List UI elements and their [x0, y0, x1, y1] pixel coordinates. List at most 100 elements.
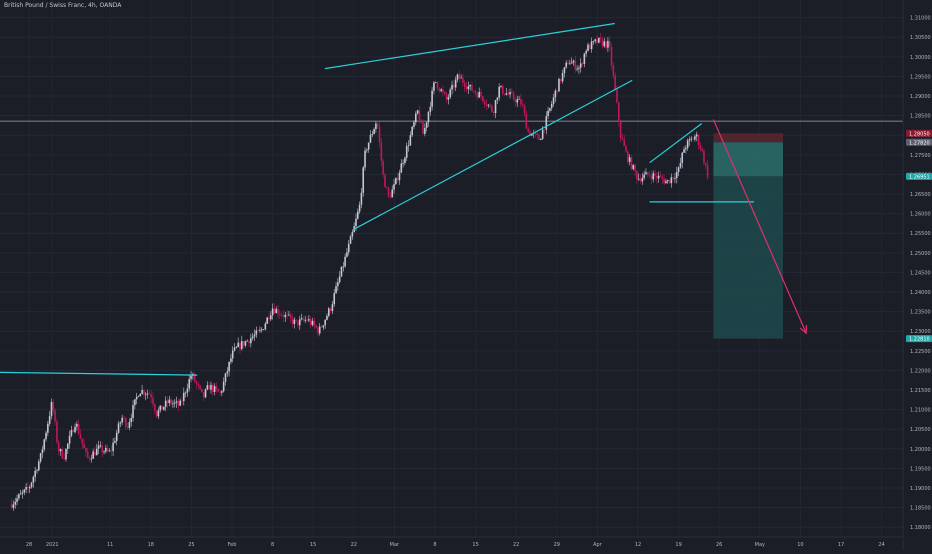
candle-body: [443, 91, 446, 94]
candle-body: [114, 440, 116, 443]
candle-body: [56, 421, 58, 443]
candle-body: [242, 341, 245, 346]
candle-body: [248, 340, 250, 344]
candle-body: [485, 104, 488, 106]
candle-body: [184, 392, 187, 394]
candle-body: [601, 39, 604, 47]
candle-body: [124, 418, 127, 427]
trendline[interactable]: [353, 79, 633, 230]
take-profit-zone[interactable]: [713, 176, 783, 339]
candle-body: [469, 84, 471, 87]
y-tick-label: 1.23500: [910, 310, 931, 316]
candle-body: [94, 451, 96, 456]
candle-body: [451, 84, 453, 90]
candle-body: [420, 121, 423, 123]
y-tick-label: 1.20500: [910, 427, 931, 433]
candle-body: [210, 384, 212, 390]
candle-body: [500, 85, 502, 87]
candle-body: [614, 75, 616, 90]
y-tick-label: 1.19000: [910, 486, 931, 492]
candle-body: [623, 139, 626, 147]
y-tick-label: 1.25000: [910, 251, 931, 257]
candle-body: [590, 41, 593, 50]
price-axis[interactable]: [903, 0, 932, 550]
trendline[interactable]: [0, 371, 198, 376]
candle-body: [454, 79, 457, 88]
candle-body: [76, 423, 78, 427]
candle-body: [632, 164, 635, 170]
candle-body: [672, 177, 674, 179]
x-tick-label: 15: [310, 542, 316, 548]
candle-body: [355, 218, 357, 227]
candle-body: [643, 174, 645, 178]
candle-body: [385, 187, 388, 188]
candle-body: [219, 391, 221, 393]
candle-body: [588, 44, 591, 50]
candle-body: [402, 163, 404, 164]
candle-body: [608, 40, 611, 47]
candle-body: [409, 135, 412, 146]
candle-body: [578, 67, 580, 69]
candle-body: [677, 167, 680, 172]
candle-body: [391, 189, 394, 198]
stop-loss-zone[interactable]: [713, 133, 783, 143]
y-tick-label: 1.27500: [910, 153, 931, 159]
candle-body: [634, 164, 636, 172]
candle-body: [346, 252, 348, 257]
candle-body: [188, 379, 191, 389]
candle-body: [342, 266, 345, 268]
candle-body: [605, 41, 607, 48]
candle-body: [199, 385, 201, 389]
candle-body: [224, 373, 227, 382]
entry-zone[interactable]: [713, 142, 783, 177]
x-tick-label: 18: [148, 542, 154, 548]
candle-body: [300, 318, 303, 320]
candle-body: [657, 175, 660, 179]
candle-body: [259, 329, 261, 331]
candle-body: [85, 448, 87, 452]
candle-body: [257, 330, 259, 332]
candle-body: [23, 489, 26, 493]
trendline[interactable]: [649, 122, 703, 164]
candle-body: [306, 319, 308, 321]
x-tick-label: 2021: [46, 542, 59, 548]
x-tick-label: 15: [472, 542, 478, 548]
candle-body: [268, 317, 270, 320]
candle-body: [63, 458, 65, 460]
candle-body: [190, 375, 192, 380]
candle-body: [159, 405, 162, 411]
candle-body: [489, 104, 491, 107]
candle-body: [447, 97, 450, 100]
candle-body: [471, 84, 473, 91]
price-badge-label: 1.27820: [909, 140, 930, 146]
candle-body: [521, 104, 524, 106]
candle-body: [79, 434, 82, 439]
candle-body: [277, 308, 279, 315]
candle-body: [558, 78, 560, 92]
candle-body: [101, 445, 104, 453]
candle-body: [364, 150, 366, 168]
candle-body: [230, 358, 232, 362]
candle-body: [213, 386, 216, 392]
y-tick-label: 1.18000: [910, 525, 931, 531]
trendline[interactable]: [324, 22, 615, 70]
projection-arrow-line[interactable]: [712, 119, 807, 334]
candle-body: [416, 110, 419, 114]
candle-body: [627, 151, 629, 162]
candle-body: [246, 340, 249, 342]
x-tick-label: May: [755, 542, 765, 548]
candle-body: [587, 44, 589, 51]
candle-body: [65, 448, 67, 460]
candle-body: [286, 314, 288, 316]
candle-body: [309, 319, 312, 325]
candle-body: [407, 145, 410, 147]
candle-body: [279, 314, 281, 315]
candle-body: [685, 147, 687, 150]
candle-body: [598, 37, 600, 43]
candle-body: [175, 401, 178, 403]
candle-body: [329, 308, 332, 311]
candle-body: [173, 402, 176, 404]
candle-body: [313, 320, 316, 326]
